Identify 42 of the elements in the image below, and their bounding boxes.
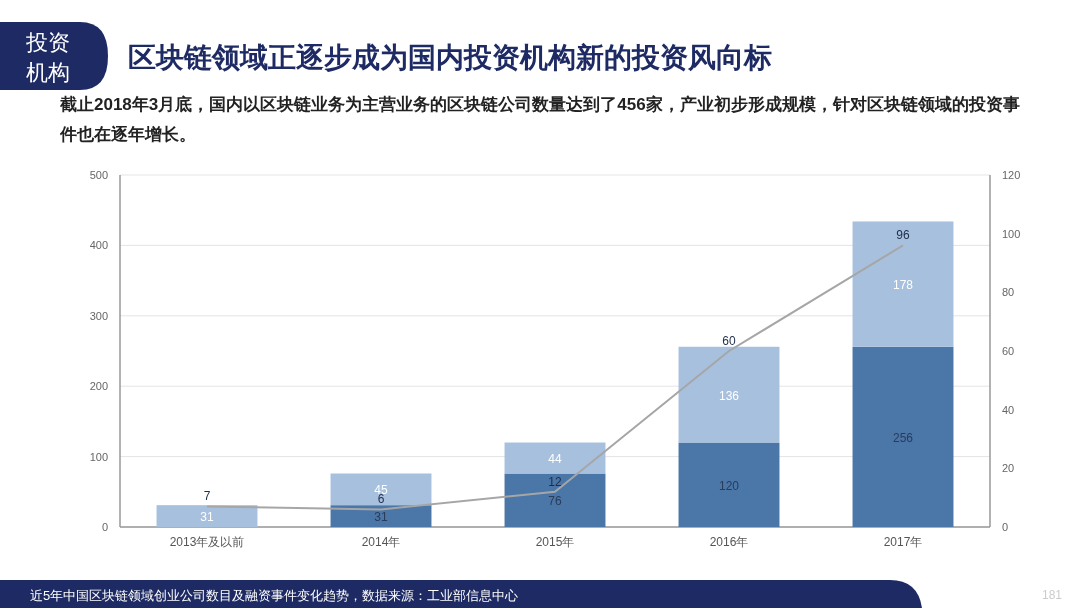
data-label: 7 [203, 489, 211, 504]
data-label: 44 [548, 452, 562, 467]
bar [852, 346, 954, 527]
bar [678, 442, 780, 527]
y2-tick-label: 120 [1002, 169, 1021, 181]
bar [504, 473, 606, 527]
data-label: 120 [718, 478, 740, 493]
x-tick-label: 2013年及以前 [169, 535, 245, 549]
y2-tick-label: 80 [1002, 286, 1015, 299]
y2-tick-label: 20 [1002, 462, 1015, 475]
y2-tick-label: 40 [1002, 403, 1015, 416]
y-tick-label: 500 [89, 169, 108, 181]
bar [504, 442, 606, 474]
data-label: 31 [374, 510, 388, 525]
data-label: 178 [892, 278, 914, 293]
y-tick-label: 300 [89, 309, 108, 322]
data-label: 60 [722, 334, 736, 348]
x-tick-label: 2015年 [535, 535, 575, 549]
bar [156, 505, 258, 527]
y-tick-label: 200 [89, 380, 108, 393]
text: 投资机构 [25, 30, 70, 85]
x-tick-label: 2016年 [709, 535, 749, 549]
x-tick-label: 2014年 [361, 535, 401, 549]
y-tick-label: 100 [89, 450, 108, 463]
bar [678, 346, 780, 443]
data-label: 256 [892, 430, 914, 445]
y-tick-label: 400 [89, 239, 108, 252]
chart-title: 区块链领域正逐步成为国内投资机构新的投资风向标 [128, 42, 772, 73]
text: 近5年中国区块链领域创业公司数目及融资事件变化趋势，数据来源：工业部信息中心 [30, 588, 519, 603]
data-label: 76 [548, 494, 562, 509]
y2-tick-label: 100 [1002, 227, 1021, 240]
data-label: 96 [896, 228, 910, 243]
chart-subtitle: 截止2018年3月底，国内以区块链业务为主营业务的区块链公司数量达到了456家，产业初步形成规模，针对区块链领域的投资事件也在逐年增长。 [60, 94, 1021, 146]
y2-tick-label: 60 [1002, 345, 1015, 357]
data-label: 12 [548, 474, 562, 489]
data-label: 136 [718, 388, 740, 403]
data-label: 31 [200, 510, 214, 525]
x-tick-label: 2017年 [883, 535, 923, 549]
y-tick-label: 0 [101, 521, 108, 533]
y2-tick-label: 0 [1002, 521, 1009, 533]
bar [852, 221, 954, 347]
bar [330, 473, 432, 506]
